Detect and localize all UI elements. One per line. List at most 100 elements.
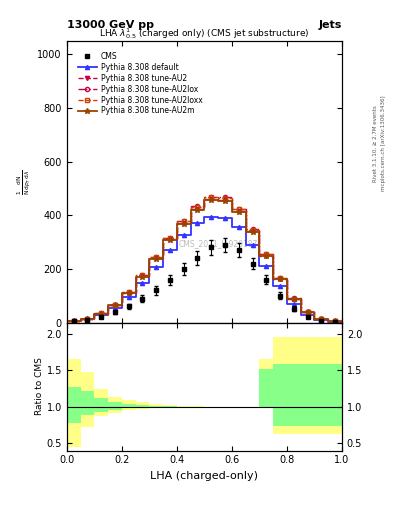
X-axis label: LHA (charged-only): LHA (charged-only) — [151, 471, 258, 481]
Text: 13000 GeV pp: 13000 GeV pp — [67, 20, 154, 30]
Pythia 8.308 tune-AU2m — [222, 198, 227, 204]
Pythia 8.308 tune-AU2lox — [222, 194, 227, 200]
Pythia 8.308 tune-AU2loxx — [99, 310, 104, 316]
Pythia 8.308 default — [99, 312, 104, 318]
Pythia 8.308 tune-AU2 — [264, 252, 269, 259]
Pythia 8.308 tune-AU2loxx — [154, 254, 159, 260]
Line: Pythia 8.308 tune-AU2m: Pythia 8.308 tune-AU2m — [71, 198, 338, 324]
Pythia 8.308 default — [195, 220, 200, 226]
Text: Jets: Jets — [319, 20, 342, 30]
Pythia 8.308 tune-AU2loxx — [168, 235, 173, 241]
Line: Pythia 8.308 tune-AU2: Pythia 8.308 tune-AU2 — [72, 197, 337, 324]
Pythia 8.308 tune-AU2loxx — [140, 272, 145, 279]
Pythia 8.308 default — [264, 263, 269, 269]
Pythia 8.308 default — [182, 232, 186, 239]
Pythia 8.308 default — [154, 264, 159, 270]
Pythia 8.308 tune-AU2m — [140, 274, 145, 280]
Pythia 8.308 tune-AU2loxx — [264, 251, 269, 258]
Pythia 8.308 tune-AU2lox — [127, 289, 131, 295]
Pythia 8.308 default — [237, 224, 241, 230]
Pythia 8.308 default — [113, 305, 118, 311]
Pythia 8.308 tune-AU2 — [113, 302, 118, 308]
Pythia 8.308 tune-AU2m — [72, 318, 76, 324]
Pythia 8.308 tune-AU2loxx — [209, 194, 214, 200]
Pythia 8.308 default — [140, 280, 145, 286]
Pythia 8.308 tune-AU2lox — [85, 316, 90, 322]
Pythia 8.308 default — [222, 215, 227, 221]
Pythia 8.308 default — [292, 301, 296, 307]
Pythia 8.308 default — [209, 214, 214, 220]
Pythia 8.308 tune-AU2loxx — [292, 295, 296, 302]
Pythia 8.308 tune-AU2m — [113, 302, 118, 308]
Pythia 8.308 tune-AU2loxx — [113, 302, 118, 308]
Pythia 8.308 tune-AU2lox — [99, 310, 104, 316]
Pythia 8.308 tune-AU2 — [85, 316, 90, 322]
Pythia 8.308 tune-AU2lox — [140, 272, 145, 279]
Pythia 8.308 tune-AU2m — [305, 309, 310, 315]
Text: Rivet 3.1.10, ≥ 2.7M events: Rivet 3.1.10, ≥ 2.7M events — [373, 105, 378, 182]
Pythia 8.308 tune-AU2 — [305, 309, 310, 315]
Pythia 8.308 tune-AU2loxx — [278, 275, 283, 282]
Y-axis label: Ratio to CMS: Ratio to CMS — [35, 357, 44, 416]
Pythia 8.308 default — [250, 242, 255, 248]
Pythia 8.308 tune-AU2 — [250, 228, 255, 234]
Pythia 8.308 tune-AU2m — [209, 197, 214, 203]
Pythia 8.308 tune-AU2lox — [237, 206, 241, 212]
Pythia 8.308 tune-AU2 — [182, 220, 186, 226]
Pythia 8.308 default — [85, 316, 90, 323]
Pythia 8.308 tune-AU2m — [182, 221, 186, 227]
Pythia 8.308 tune-AU2loxx — [305, 309, 310, 315]
Pythia 8.308 tune-AU2m — [250, 229, 255, 235]
Pythia 8.308 tune-AU2 — [99, 311, 104, 317]
Line: Pythia 8.308 tune-AU2loxx: Pythia 8.308 tune-AU2loxx — [72, 195, 337, 324]
Pythia 8.308 tune-AU2lox — [278, 275, 283, 281]
Pythia 8.308 tune-AU2loxx — [195, 204, 200, 210]
Pythia 8.308 tune-AU2loxx — [237, 206, 241, 212]
Text: mcplots.cern.ch [arXiv:1306.3436]: mcplots.cern.ch [arXiv:1306.3436] — [381, 96, 386, 191]
Pythia 8.308 tune-AU2m — [278, 276, 283, 283]
Line: Pythia 8.308 tune-AU2lox: Pythia 8.308 tune-AU2lox — [72, 195, 337, 324]
Text: CMS_2021_I1920187: CMS_2021_I1920187 — [178, 239, 258, 248]
Legend: CMS, Pythia 8.308 default, Pythia 8.308 tune-AU2, Pythia 8.308 tune-AU2lox, Pyth: CMS, Pythia 8.308 default, Pythia 8.308 … — [76, 50, 204, 117]
Pythia 8.308 tune-AU2loxx — [127, 289, 131, 295]
Pythia 8.308 tune-AU2lox — [333, 318, 338, 325]
Pythia 8.308 tune-AU2lox — [209, 194, 214, 200]
Pythia 8.308 tune-AU2lox — [72, 318, 76, 324]
Pythia 8.308 tune-AU2lox — [292, 295, 296, 302]
Pythia 8.308 tune-AU2 — [209, 196, 214, 202]
Pythia 8.308 tune-AU2 — [292, 296, 296, 302]
Pythia 8.308 tune-AU2m — [333, 318, 338, 325]
Pythia 8.308 tune-AU2m — [237, 209, 241, 215]
Pythia 8.308 default — [72, 318, 76, 324]
Pythia 8.308 tune-AU2m — [264, 253, 269, 259]
Pythia 8.308 default — [127, 294, 131, 300]
Pythia 8.308 tune-AU2 — [72, 318, 76, 324]
Pythia 8.308 tune-AU2 — [333, 318, 338, 325]
Pythia 8.308 tune-AU2loxx — [319, 316, 324, 322]
Pythia 8.308 tune-AU2 — [127, 289, 131, 295]
Pythia 8.308 tune-AU2 — [319, 316, 324, 322]
Pythia 8.308 tune-AU2 — [168, 237, 173, 243]
Pythia 8.308 tune-AU2loxx — [85, 316, 90, 322]
Pythia 8.308 tune-AU2 — [195, 205, 200, 211]
Pythia 8.308 tune-AU2m — [319, 316, 324, 322]
Y-axis label: $\frac{1}{\mathrm{N}}\frac{\mathrm{d}\mathrm{N}}{\mathrm{d}p_T\,\mathrm{d}\lambd: $\frac{1}{\mathrm{N}}\frac{\mathrm{d}\ma… — [16, 169, 33, 195]
Pythia 8.308 default — [333, 318, 338, 325]
Pythia 8.308 tune-AU2lox — [154, 254, 159, 260]
Pythia 8.308 default — [319, 317, 324, 323]
Pythia 8.308 tune-AU2lox — [264, 251, 269, 257]
Pythia 8.308 tune-AU2loxx — [182, 219, 186, 225]
Pythia 8.308 tune-AU2lox — [182, 218, 186, 224]
Pythia 8.308 tune-AU2lox — [250, 226, 255, 232]
Pythia 8.308 tune-AU2loxx — [333, 318, 338, 325]
Pythia 8.308 tune-AU2lox — [113, 302, 118, 308]
Pythia 8.308 tune-AU2loxx — [250, 227, 255, 233]
Pythia 8.308 tune-AU2 — [154, 255, 159, 261]
Pythia 8.308 default — [168, 247, 173, 253]
Pythia 8.308 tune-AU2lox — [168, 234, 173, 241]
Line: Pythia 8.308 default: Pythia 8.308 default — [72, 215, 337, 324]
Pythia 8.308 tune-AU2m — [195, 206, 200, 212]
Pythia 8.308 tune-AU2m — [99, 311, 104, 317]
Pythia 8.308 tune-AU2m — [127, 290, 131, 296]
Pythia 8.308 tune-AU2lox — [305, 309, 310, 315]
